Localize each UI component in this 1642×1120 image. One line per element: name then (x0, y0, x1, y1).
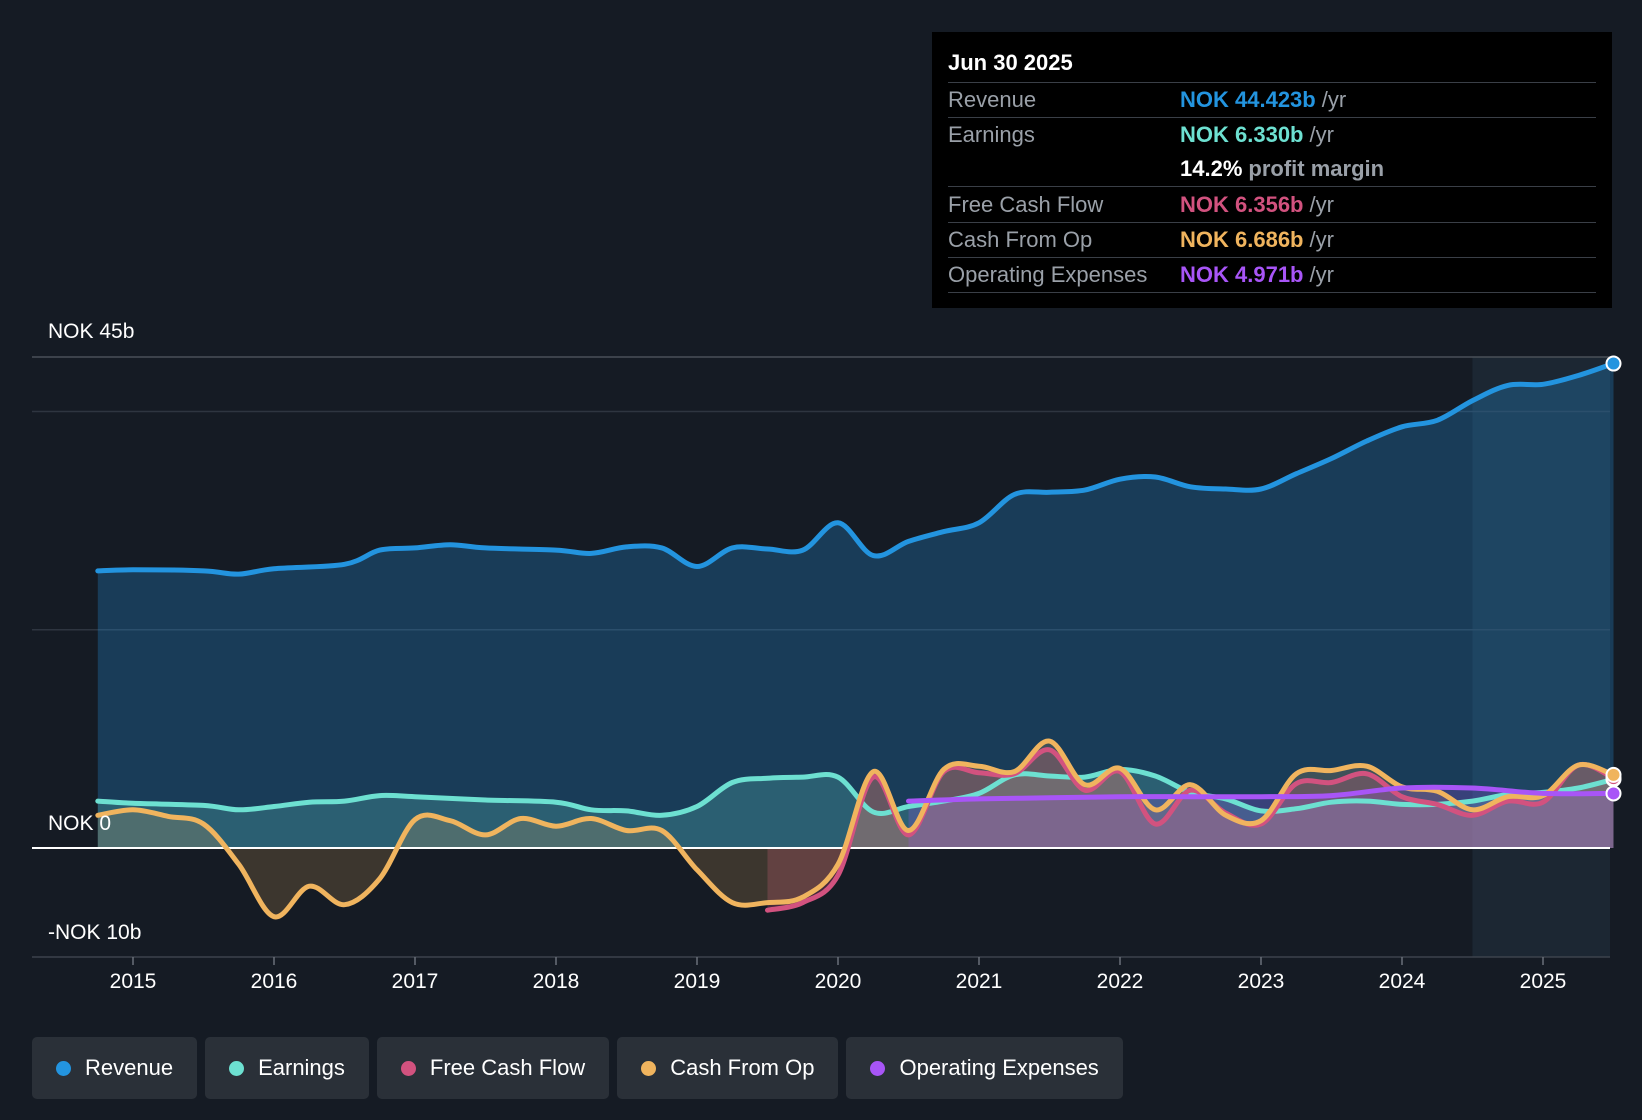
tooltip-row-fcf: Free Cash Flow NOK 6.356b /yr (948, 186, 1596, 222)
legend-label: Revenue (85, 1055, 174, 1080)
x-tick-label: 2018 (532, 970, 580, 993)
free-cash-flow-area (767, 749, 1614, 911)
tooltip-date: Jun 30 2025 (948, 50, 1073, 75)
tooltip-value: NOK 6.686b (1180, 227, 1304, 252)
tooltip-row-opex: Operating Expenses NOK 4.971b /yr (948, 257, 1596, 292)
tooltip-row-cfo: Cash From Op NOK 6.686b /yr (948, 222, 1596, 257)
forecast-highlight-band (1472, 357, 1610, 957)
revenue-end-point (1605, 355, 1622, 372)
tooltip-label: Free Cash Flow (948, 191, 1104, 217)
legend-item-operating-expenses[interactable]: Operating Expenses (846, 1037, 1123, 1099)
x-tick-label: 2023 (1237, 970, 1285, 993)
tooltip-unit: /yr (1309, 262, 1334, 287)
tooltip-unit: /yr (1309, 122, 1334, 147)
tooltip-row-revenue: Revenue NOK 44.423b /yr (948, 82, 1596, 117)
x-tick-label: 2022 (1096, 970, 1144, 993)
tooltip-label: Operating Expenses (948, 262, 1148, 287)
tooltip-row-earnings: Earnings NOK 6.330b /yr (948, 117, 1596, 152)
operating-expenses-line (906, 784, 1616, 804)
revenue-area (97, 363, 1614, 848)
legend-label: Operating Expenses (899, 1055, 1099, 1080)
legend: Revenue Earnings Free Cash Flow Cash Fro… (32, 1037, 1123, 1099)
x-tick-label: 2025 (1519, 970, 1567, 993)
x-tick-label: 2017 (391, 970, 439, 993)
tooltip-divider (948, 292, 1596, 293)
tooltip-unit: /yr (1309, 227, 1334, 252)
legend-dot-icon (229, 1060, 245, 1076)
legend-item-revenue[interactable]: Revenue (32, 1037, 198, 1099)
x-tick-label: 2021 (955, 970, 1003, 993)
tooltip-value: 14.2% (1180, 156, 1243, 181)
legend-item-cash-from-op[interactable]: Cash From Op (617, 1037, 839, 1099)
earnings-line (95, 766, 1616, 818)
x-tick-label: 2020 (814, 970, 862, 993)
tooltip-unit: profit margin (1248, 156, 1385, 181)
tooltip-value: NOK 4.971b (1180, 262, 1304, 287)
y-axis-top-label: NOK 45b (48, 320, 135, 343)
tooltip-label: Earnings (948, 122, 1035, 147)
x-tick-label: 2024 (1378, 970, 1426, 993)
tooltip-label: Revenue (948, 87, 1037, 112)
legend-dot-icon (56, 1060, 71, 1076)
legend-label: Cash From Op (670, 1055, 815, 1080)
revenue-line (95, 361, 1616, 577)
tooltip-label: Cash From Op (948, 227, 1093, 252)
tooltip-row-margin: 14.2% profit margin (948, 152, 1596, 186)
tooltip: Jun 30 2025 Revenue NOK 44.423b /yr Earn… (932, 32, 1612, 308)
tooltip-value: NOK 44.423b (1180, 87, 1316, 112)
cash-from-op-end-point (1605, 766, 1622, 783)
tooltip-unit: /yr (1309, 191, 1334, 217)
tooltip-unit: /yr (1321, 87, 1347, 112)
y-axis-zero-label: NOK 0 (48, 812, 112, 835)
y-axis-bottom-label: -NOK 10b (48, 921, 142, 944)
x-tick-label: 2019 (673, 970, 721, 993)
tooltip-value: NOK 6.330b (1180, 122, 1304, 147)
legend-dot-icon (870, 1060, 886, 1076)
operating-expenses-end-point (1605, 785, 1622, 802)
x-tick-label: 2016 (250, 970, 298, 993)
x-tick-label: 2015 (109, 970, 157, 993)
tooltip-value: NOK 6.356b (1180, 191, 1304, 217)
legend-item-free-cash-flow[interactable]: Free Cash Flow (376, 1037, 610, 1099)
cash-from-op-line (95, 738, 1616, 920)
legend-item-earnings[interactable]: Earnings (205, 1037, 369, 1099)
legend-label: Earnings (258, 1055, 345, 1080)
legend-dot-icon (400, 1060, 416, 1076)
legend-dot-icon (641, 1060, 657, 1076)
legend-label: Free Cash Flow (429, 1055, 586, 1080)
